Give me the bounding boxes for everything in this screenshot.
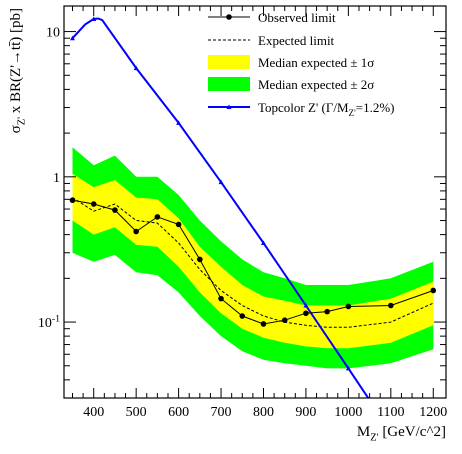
uncertainty-bands [72, 147, 434, 369]
legend-expected-label: Expected limit [258, 33, 335, 48]
observed-point [197, 256, 203, 263]
data-lines [69, 16, 437, 398]
observed-point [430, 287, 437, 294]
observed-point [281, 317, 288, 323]
legend-observed-marker [226, 14, 232, 20]
topcolor-marker [176, 120, 182, 125]
x-tick-label: 400 [83, 405, 104, 420]
x-tick-label: 1100 [377, 405, 404, 420]
axis-titles: MZ' [GeV/c^2] σZ' x BR(Z'→tt̄) [pb] [8, 8, 446, 444]
expected-limit-line [72, 197, 434, 328]
observed-point [218, 295, 224, 302]
topcolor-marker [345, 365, 351, 371]
observed-point [388, 302, 394, 309]
legend-topcolor-label: Topcolor Z' (Γ/MZ'=1.2%) [258, 100, 395, 118]
legend-band1-label: Median expected ± 1σ [258, 55, 374, 70]
y-tick-label: 1 [53, 171, 60, 186]
legend-observed-label: Observed limit [258, 10, 336, 25]
observed-point [154, 214, 161, 220]
observed-point [90, 201, 97, 207]
plot-frame [63, 5, 447, 399]
observed-point [69, 197, 76, 204]
topcolor-marker [133, 65, 139, 71]
x-tick-label: 900 [295, 405, 316, 420]
x-tick-label: 800 [253, 405, 274, 420]
axes: 400 500 600 700 800 900 1000 1100 1200 10-1 1 10 [38, 5, 447, 420]
topcolor-marker [91, 16, 97, 22]
topcolor-marker [69, 35, 75, 41]
observed-point [260, 321, 267, 327]
observed-limit-line [72, 199, 434, 325]
y-axis-title: σZ' x BR(Z'→tt̄) [pb] [8, 8, 28, 133]
observed-point [324, 308, 330, 315]
y-tick-label: 10 [46, 26, 60, 41]
observed-point [133, 228, 139, 235]
observed-point [175, 221, 182, 228]
x-tick-label: 1200 [419, 405, 447, 420]
x-tick-label: 500 [126, 405, 147, 420]
legend-band2-label: Median expected ± 2σ [258, 77, 374, 92]
x-axis-title: MZ' [GeV/c^2] [357, 424, 446, 444]
band-1sigma [72, 173, 434, 349]
topcolor-marker [260, 240, 266, 246]
observed-point [239, 313, 246, 319]
observed-point [303, 310, 309, 317]
observed-point [112, 207, 118, 213]
observed-point [345, 303, 352, 310]
x-tick-label: 700 [211, 405, 232, 420]
legend: Observed limit Expected limit Median expec… [208, 10, 395, 118]
topcolor-marker [218, 179, 224, 185]
x-tick-label: 1000 [334, 405, 362, 420]
y-tick-label: 10-1 [38, 313, 60, 331]
legend-band2-swatch [208, 77, 250, 91]
legend-band1-swatch [208, 55, 250, 69]
topcolor-marker [303, 303, 309, 308]
legend-topcolor-marker [226, 104, 232, 109]
x-tick-label: 600 [168, 405, 189, 420]
